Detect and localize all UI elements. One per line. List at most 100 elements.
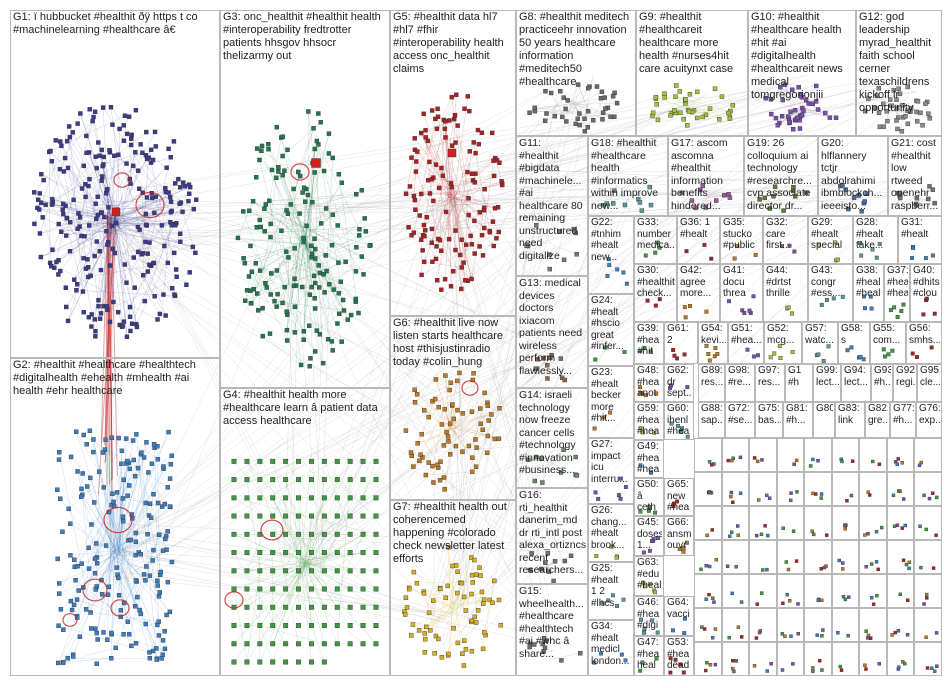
graph-node: [152, 210, 157, 215]
small-group-cell: G51: #hea...: [728, 322, 764, 364]
intra-group-edge: [276, 270, 305, 332]
graph-node: [270, 550, 276, 556]
inter-group-edge: [144, 87, 803, 203]
micro-group-cell: G75: bas...: [755, 402, 783, 438]
intra-group-edge: [268, 149, 310, 246]
graph-node: [127, 466, 133, 472]
graph-node: [165, 529, 170, 534]
small-group-cell: G60: ihenl #hea: [664, 402, 694, 440]
intra-group-edge: [233, 497, 377, 535]
intra-group-edge: [415, 97, 452, 172]
graph-node: [603, 106, 608, 111]
intra-group-edge: [323, 170, 357, 272]
intra-group-edge: [119, 431, 169, 555]
intra-group-edge: [453, 428, 477, 467]
graph-node: [73, 578, 78, 583]
graph-node: [257, 623, 263, 628]
intra-group-edge: [285, 516, 312, 608]
graph-node: [415, 441, 420, 446]
intra-group-edge: [305, 243, 312, 288]
self-loop: [290, 163, 310, 181]
graph-node: [147, 573, 153, 578]
graph-node: [177, 201, 182, 206]
graph-node: [119, 461, 124, 467]
graph-node: [263, 202, 269, 207]
inter-group-edge: [103, 181, 624, 574]
intra-group-edge: [86, 486, 114, 550]
intra-group-edge: [118, 450, 123, 550]
group-cell-g19-label: G19: 26 colloquium ai technology #resear…: [747, 137, 812, 212]
intra-group-edge: [110, 107, 137, 325]
intra-group-edge: [305, 497, 364, 569]
intra-group-edge: [286, 210, 333, 246]
inter-group-edge: [447, 433, 466, 622]
intra-group-edge: [431, 178, 503, 185]
graph-node: [436, 404, 441, 410]
graph-node: [283, 531, 289, 537]
graph-node: [58, 607, 64, 612]
intra-group-edge: [444, 409, 452, 430]
graph-node: [681, 116, 686, 122]
graph-node: [655, 117, 661, 123]
graph-node: [331, 287, 336, 292]
intra-group-edge: [244, 176, 301, 301]
graph-node: [117, 126, 122, 132]
graph-node: [86, 566, 92, 571]
intra-group-edge: [77, 228, 181, 243]
graph-node: [144, 564, 149, 569]
micro-group-cell-label: G80: [816, 403, 833, 414]
graph-node: [36, 197, 41, 202]
inter-group-edge: [123, 159, 454, 552]
intra-group-edge: [875, 107, 911, 112]
filler-group-cell: [749, 438, 777, 472]
intra-group-edge: [303, 214, 333, 241]
graph-node: [166, 146, 171, 152]
graph-node: [187, 191, 192, 196]
intra-group-edge: [67, 116, 130, 321]
graph-node: [231, 641, 237, 647]
small-group-cell: G48: #hea anot: [634, 364, 664, 402]
intra-group-edge: [448, 201, 475, 222]
inter-group-edge: [325, 180, 839, 527]
intra-group-edge: [456, 183, 503, 193]
intra-group-edge: [577, 84, 589, 112]
intra-group-edge: [114, 186, 191, 221]
group-cell-g11-label: G11: #healthit #bigdata #machinele... #a…: [519, 137, 583, 262]
graph-node: [157, 311, 163, 317]
micro-group-cell-label: G93: #h...: [874, 365, 891, 388]
graph-node: [50, 247, 55, 252]
inter-group-edge: [479, 429, 534, 537]
graph-node: [888, 97, 893, 102]
inter-group-edge: [121, 576, 453, 614]
small-group-cell-label: G52: mcg...: [767, 323, 795, 346]
inter-group-edge: [453, 189, 465, 601]
graph-node: [469, 409, 475, 414]
intra-group-edge: [307, 552, 351, 560]
intra-group-edge: [298, 534, 312, 590]
graph-node: [470, 455, 475, 460]
graph-node: [160, 504, 165, 509]
intra-group-edge: [300, 133, 330, 238]
graph-node: [416, 628, 422, 633]
intra-group-edge: [425, 471, 473, 476]
graph-node: [86, 545, 91, 551]
graph-node: [257, 495, 263, 501]
graph-node: [464, 242, 469, 247]
intra-group-edge: [784, 84, 796, 121]
graph-node: [296, 659, 301, 665]
inter-group-edge: [296, 180, 903, 211]
micro-group-cell: G97: res...: [755, 364, 785, 402]
group-cell-g3: G3: onc_healthit #healthit health #inter…: [220, 10, 390, 388]
intra-group-edge: [302, 236, 307, 288]
intra-group-edge: [309, 552, 325, 561]
graph-node: [318, 120, 323, 125]
intra-group-edge: [288, 171, 299, 258]
intra-group-edge: [362, 461, 377, 498]
intra-group-edge: [114, 222, 128, 337]
inter-group-edge: [110, 211, 114, 555]
intra-group-edge: [563, 97, 603, 120]
graph-node: [442, 406, 447, 412]
intra-group-edge: [264, 208, 309, 246]
graph-node: [403, 595, 409, 600]
small-group-cell-label: G46: #hea #digi: [637, 597, 660, 631]
